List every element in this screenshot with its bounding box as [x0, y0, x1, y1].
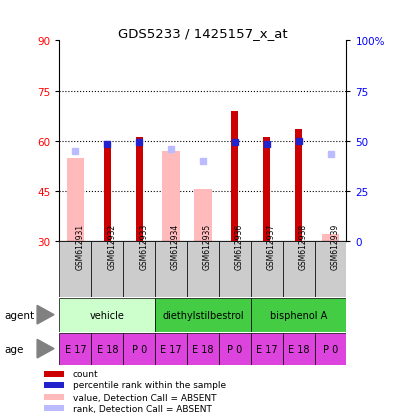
Bar — [44, 405, 64, 411]
FancyBboxPatch shape — [123, 242, 155, 297]
Bar — [250, 299, 346, 332]
Bar — [44, 382, 64, 388]
FancyBboxPatch shape — [314, 242, 346, 297]
Bar — [91, 333, 123, 366]
Text: E 17: E 17 — [160, 344, 182, 354]
Text: bisphenol A: bisphenol A — [270, 311, 326, 320]
Bar — [155, 333, 187, 366]
Text: P 0: P 0 — [322, 344, 337, 354]
Text: GSM612938: GSM612938 — [298, 223, 307, 269]
Text: E 18: E 18 — [192, 344, 213, 354]
Bar — [282, 333, 314, 366]
Bar — [59, 299, 155, 332]
FancyBboxPatch shape — [250, 242, 282, 297]
Bar — [231, 112, 238, 242]
Text: P 0: P 0 — [227, 344, 242, 354]
Bar — [44, 394, 64, 400]
Polygon shape — [37, 339, 54, 358]
Text: GSM612931: GSM612931 — [75, 223, 84, 269]
Title: GDS5233 / 1425157_x_at: GDS5233 / 1425157_x_at — [118, 27, 287, 40]
Text: diethylstilbestrol: diethylstilbestrol — [162, 311, 243, 320]
Text: E 18: E 18 — [287, 344, 309, 354]
Bar — [155, 299, 250, 332]
Bar — [162, 152, 180, 242]
Text: percentile rank within the sample: percentile rank within the sample — [73, 380, 225, 389]
Text: GSM612935: GSM612935 — [202, 223, 211, 269]
Text: count: count — [73, 369, 99, 378]
Bar — [218, 333, 250, 366]
Bar — [194, 190, 211, 242]
Text: vehicle: vehicle — [90, 311, 124, 320]
Bar — [294, 130, 301, 242]
Text: GSM612934: GSM612934 — [171, 223, 180, 269]
Text: GSM612932: GSM612932 — [107, 223, 116, 269]
Bar — [263, 138, 270, 242]
Text: value, Detection Call = ABSENT: value, Detection Call = ABSENT — [73, 392, 216, 401]
Text: age: age — [4, 344, 23, 354]
Bar — [314, 333, 346, 366]
FancyBboxPatch shape — [282, 242, 314, 297]
Bar — [250, 333, 282, 366]
Text: GSM612936: GSM612936 — [234, 223, 243, 269]
Text: GSM612933: GSM612933 — [139, 223, 148, 269]
Bar — [59, 333, 91, 366]
Bar — [103, 143, 110, 242]
FancyBboxPatch shape — [91, 242, 123, 297]
FancyBboxPatch shape — [218, 242, 250, 297]
Text: E 17: E 17 — [65, 344, 86, 354]
Text: E 18: E 18 — [96, 344, 118, 354]
FancyBboxPatch shape — [155, 242, 187, 297]
Bar — [135, 138, 142, 242]
Bar — [321, 235, 338, 242]
Bar — [123, 333, 155, 366]
Text: P 0: P 0 — [131, 344, 146, 354]
Text: E 17: E 17 — [255, 344, 277, 354]
Text: agent: agent — [4, 311, 34, 320]
Bar — [187, 333, 218, 366]
Bar — [44, 371, 64, 377]
Polygon shape — [37, 306, 54, 324]
Text: rank, Detection Call = ABSENT: rank, Detection Call = ABSENT — [73, 404, 211, 413]
FancyBboxPatch shape — [59, 242, 91, 297]
Text: GSM612939: GSM612939 — [330, 223, 339, 269]
Bar — [66, 158, 84, 242]
FancyBboxPatch shape — [187, 242, 218, 297]
Text: GSM612937: GSM612937 — [266, 223, 275, 269]
